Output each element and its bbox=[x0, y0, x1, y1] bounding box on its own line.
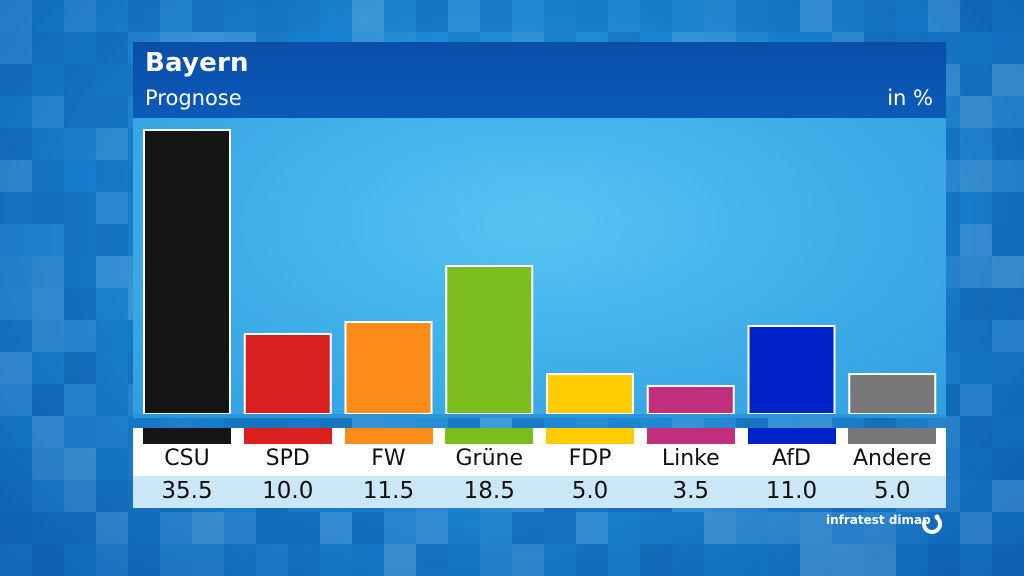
bar-gr-ne bbox=[445, 265, 534, 415]
bar-csu bbox=[143, 129, 231, 415]
category-label-linke: Linke bbox=[661, 446, 720, 471]
chart-baseline bbox=[133, 414, 946, 418]
bar-afd bbox=[747, 325, 836, 415]
category-label-spd: SPD bbox=[265, 446, 310, 471]
chart-header: Bayern Prognose in % bbox=[133, 42, 946, 118]
value-label-fdp: 5.0 bbox=[571, 478, 609, 504]
legend-swatch-linke bbox=[646, 428, 735, 444]
value-label-andere: 5.0 bbox=[873, 478, 911, 504]
infratest-dimap-logo-icon bbox=[922, 514, 942, 534]
legend-swatch-afd bbox=[747, 428, 836, 444]
category-label-gr-ne: Grüne bbox=[455, 446, 523, 471]
source-label: infratest dimap bbox=[826, 513, 931, 527]
chart-title: Bayern bbox=[145, 48, 249, 78]
bar-fw bbox=[344, 321, 433, 415]
value-label-gr-ne: 18.5 bbox=[463, 478, 515, 504]
value-label-fw: 11.5 bbox=[362, 478, 415, 504]
legend-swatch-gr-ne bbox=[445, 428, 534, 444]
bar-spd bbox=[243, 333, 332, 415]
unit-label: in % bbox=[887, 86, 933, 110]
legend-swatch-spd bbox=[243, 428, 332, 444]
category-label-andere: Andere bbox=[852, 446, 932, 471]
value-label-linke: 3.5 bbox=[672, 478, 710, 504]
category-label-fw: FW bbox=[371, 446, 406, 471]
bar-linke bbox=[646, 385, 735, 415]
chart-subtitle: Prognose bbox=[145, 86, 242, 110]
legend-swatch-fw bbox=[344, 428, 433, 444]
party-label-row: CSU SPD FW Grüne FDP Linke AfD Andere bbox=[133, 428, 946, 476]
category-label-fdp: FDP bbox=[568, 446, 612, 471]
legend-swatch-andere bbox=[848, 428, 937, 444]
legend-swatch-fdp bbox=[546, 428, 634, 444]
category-label-csu: CSU bbox=[164, 446, 210, 471]
value-label-spd: 10.0 bbox=[262, 478, 314, 504]
value-row: 35.5 10.0 11.5 18.5 5.0 3.5 11.0 5.0 bbox=[133, 476, 946, 508]
category-label-afd: AfD bbox=[772, 446, 811, 471]
value-label-afd: 11.0 bbox=[765, 478, 818, 504]
legend-swatch-csu bbox=[143, 428, 231, 444]
bar-fdp bbox=[546, 373, 634, 415]
value-label-csu: 35.5 bbox=[161, 478, 213, 504]
bar-andere bbox=[848, 373, 937, 415]
